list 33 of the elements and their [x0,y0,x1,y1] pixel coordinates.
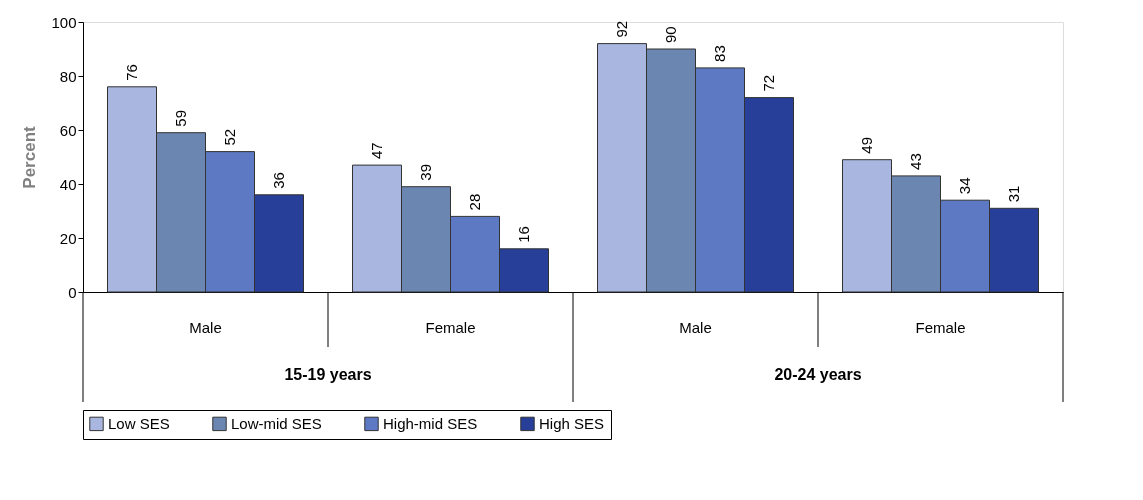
x-tick-label: Male [189,318,222,336]
data-label: 43 [907,153,924,170]
x-tick-label: Male [679,318,712,336]
data-label: 49 [858,137,875,154]
data-label: 47 [368,142,385,160]
data-label: 72 [760,74,777,92]
data-label: 76 [123,64,140,81]
data-label: 31 [1005,185,1022,203]
text: 20-24 years [774,366,862,383]
x-tick-label: Female [915,318,966,336]
data-label: 92 [613,20,630,38]
data-label: 39 [417,164,434,181]
y-tick-label: 100 [51,13,77,31]
legend-label: High SES [539,414,605,432]
data-label: 36 [270,172,287,189]
legend-label: High-mid SES [383,414,478,432]
data-label: 16 [515,226,532,243]
data-label: 28 [466,193,483,211]
legend-label: Low-mid SES [231,414,322,432]
y-tick-label: 80 [59,67,77,85]
y-tick-label: 40 [59,175,77,193]
y-axis-title: Percent [20,125,40,189]
y-tick-label: 60 [59,121,77,139]
y-tick-label: 0 [68,283,77,301]
data-label: 90 [662,26,679,43]
x-tick-label: Female [425,318,476,336]
data-label: 52 [221,128,238,146]
legend-label: Low SES [108,414,170,432]
y-tick-label: 20 [59,229,77,247]
data-label: 83 [711,45,728,62]
text: 15-19 years [284,366,372,383]
data-label: 59 [172,110,189,127]
data-label: 34 [956,177,973,195]
